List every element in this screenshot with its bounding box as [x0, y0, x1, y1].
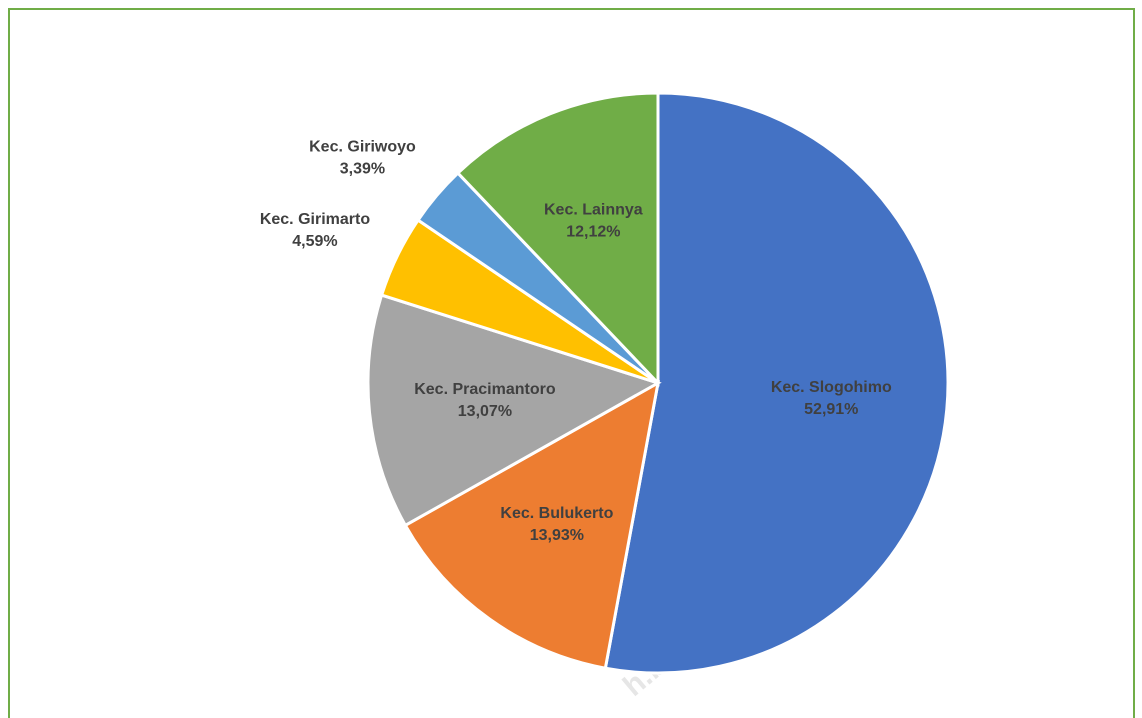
slice-label: Kec. Slogohimo	[771, 379, 892, 396]
slice-value: 13,93%	[530, 527, 584, 544]
slice-value: 4,59%	[292, 233, 337, 250]
slice-label: Kec. Giriwoyo	[309, 138, 416, 155]
slice-label: Kec. Girimarto	[260, 211, 370, 228]
slice-value: 13,07%	[458, 403, 512, 420]
slice-label: Kec. Lainnya	[544, 202, 643, 219]
slice-value: 12,12%	[566, 224, 620, 241]
slice-label: Kec. Pracimantoro	[414, 381, 556, 398]
slice-value: 3,39%	[340, 160, 385, 177]
pie-slice	[455, 91, 660, 387]
slice-label: Kec. Bulukerto	[500, 505, 613, 522]
slice-value: 52,91%	[804, 401, 858, 418]
frame	[8, 8, 1135, 718]
pie-slice	[403, 380, 661, 670]
pie-slice	[603, 91, 950, 675]
pie-slice	[366, 293, 662, 528]
